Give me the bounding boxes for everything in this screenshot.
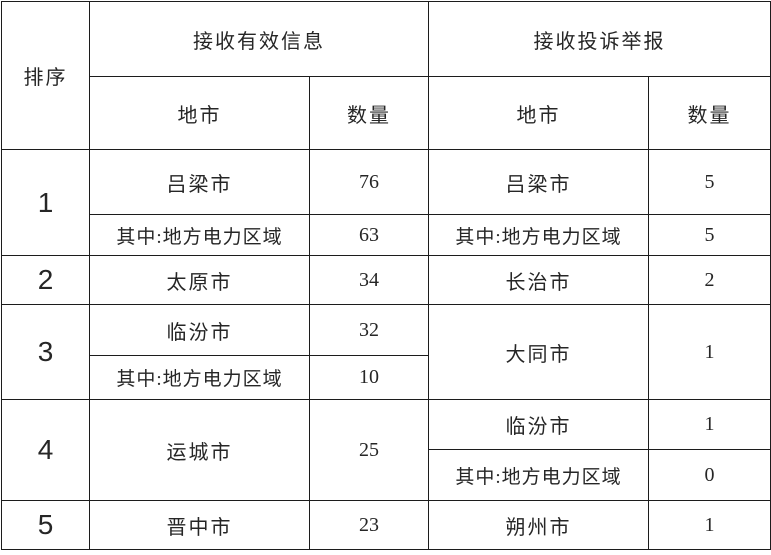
table-row: 1 吕梁市 76 吕梁市 5 [1,149,771,256]
header-city-right-cell: 地市 [428,76,649,150]
qty-right-cell: 5 [648,214,771,256]
city-left-cell: 太原市 [89,255,310,305]
table-row: 其中:地方电力区域 10 [2,355,771,400]
city-right-cell: 朔州市 [428,500,649,550]
qty-left-cell: 25 [309,399,429,501]
city-left-subregion-cell: 其中:地方电力区域 [89,214,310,256]
rank-4-cell: 4 [1,399,90,501]
header-valid-info-group-cell: 接收有效信息 [89,1,429,77]
qty-right-cell: 0 [648,449,771,501]
qty-right-cell: 5 [648,149,771,215]
table-row: 其中:地方电力区域 0 [2,449,771,501]
header-complaint-group-cell: 接收投诉举报 [428,1,771,77]
city-left-cell: 临汾市 [89,304,310,356]
qty-right-cell: 1 [648,399,771,450]
header-row-columns: 地市 数量 地市 数量 [2,76,771,150]
header-rank-cell: 排序 [1,1,90,150]
qty-right-cell: 1 [648,500,771,550]
city-left-subregion-cell: 其中:地方电力区域 [89,355,310,400]
city-right-cell: 长治市 [428,255,649,305]
table-row: 其中:地方电力区域 63 其中:地方电力区域 5 [2,214,771,256]
header-qty-left-cell: 数量 [309,76,429,150]
rank-5-cell: 5 [1,500,90,550]
rank-2-cell: 2 [1,255,90,305]
header-row-groups: 排序 接收有效信息 接收投诉举报 [1,1,771,150]
city-left-cell: 吕梁市 [89,149,310,215]
table-row: 3 临汾市 32 大同市 1 [1,304,771,400]
qty-left-cell: 23 [309,500,429,550]
city-left-cell: 晋中市 [89,500,310,550]
city-right-cell: 临汾市 [428,399,649,450]
qty-left-cell: 34 [309,255,429,305]
qty-left-cell: 10 [309,355,429,400]
rank-1-cell: 1 [1,149,90,256]
header-city-left-cell: 地市 [89,76,310,150]
table-row: 4 运城市 25 临汾市 1 [1,399,771,501]
qty-left-cell: 63 [309,214,429,256]
city-right-cell: 大同市 [428,304,649,400]
city-right-subregion-cell: 其中:地方电力区域 [428,214,649,256]
rank-3-cell: 3 [1,304,90,400]
qty-left-cell: 76 [309,149,429,215]
qty-left-cell: 32 [309,304,429,356]
header-qty-right-cell: 数量 [648,76,771,150]
city-left-cell: 运城市 [89,399,310,501]
city-right-cell: 吕梁市 [428,149,649,215]
qty-right-cell: 1 [648,304,771,400]
table-row: 2 太原市 34 长治市 2 [1,255,771,305]
city-right-subregion-cell: 其中:地方电力区域 [428,449,649,501]
qty-right-cell: 2 [648,255,771,305]
table-row: 5 晋中市 23 朔州市 1 [1,500,771,550]
